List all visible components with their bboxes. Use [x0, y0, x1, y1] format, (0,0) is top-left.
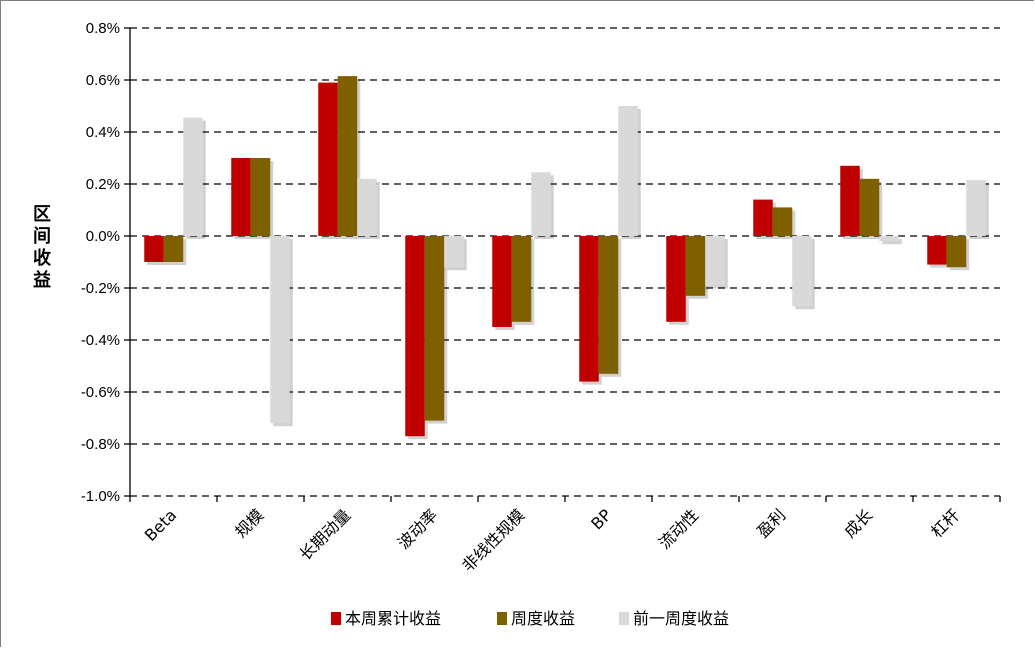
y-axis-ticks: 0.8% 0.6% 0.4% 0.2% 0.0% -0.2% -0.4% -0.6% -0.8%… [81, 20, 131, 505]
bar [337, 76, 358, 236]
bar [966, 180, 986, 236]
legend-label: 周度收益 [511, 609, 575, 628]
y-tick-label: 0.2% [86, 176, 120, 193]
bar [927, 236, 947, 265]
bar [705, 236, 725, 286]
category-label: 杠杆 [927, 505, 963, 541]
bar [685, 236, 706, 296]
category-label: 盈利 [753, 505, 789, 541]
bar [492, 236, 512, 327]
bar [618, 106, 638, 236]
y-tick-label: 0.6% [86, 72, 120, 89]
y-tick-label: 0.8% [86, 20, 120, 37]
bar [144, 236, 164, 262]
y-axis-label-char: 益 [33, 269, 51, 291]
y-axis-label-char: 区 [33, 204, 51, 225]
bar [579, 236, 599, 382]
bar [859, 178, 880, 236]
y-tick-label: 0.4% [86, 124, 120, 141]
y-axis-label: 区间收益 [33, 204, 51, 291]
category-label: 波动率 [394, 505, 441, 552]
gridlines [130, 27, 1000, 497]
bar [511, 236, 532, 322]
bar [772, 207, 793, 236]
legend-swatch [619, 612, 629, 625]
category-label: BP [587, 505, 615, 533]
bars [144, 76, 989, 440]
bar [531, 172, 551, 236]
bar [444, 236, 464, 268]
y-axis-label-char: 间 [33, 226, 51, 247]
category-label: 流动性 [655, 505, 702, 552]
bar [598, 236, 619, 374]
legend: 本周累计收益 周度收益 前一周度收益 [331, 609, 729, 628]
category-label: 非线性规模 [458, 505, 528, 575]
legend-swatch [331, 612, 341, 625]
bar [318, 82, 338, 236]
category-labels: Beta 规模 长期动量 波动率 非线性规模 BP 流动性 盈利 成长 杠杆 [141, 505, 964, 575]
bar-shadow [882, 239, 902, 245]
y-axis-label-char: 收 [33, 247, 51, 269]
legend-label: 本周累计收益 [345, 609, 441, 628]
y-tick-label: -0.6% [81, 384, 120, 401]
category-label: 规模 [231, 505, 267, 541]
category-label: Beta [141, 505, 181, 545]
y-tick-label: -0.8% [81, 436, 120, 453]
y-tick-label: -1.0% [81, 488, 120, 505]
bar [792, 236, 812, 307]
y-tick-label: -0.4% [81, 332, 120, 349]
x-axis [129, 496, 1001, 502]
bar [231, 158, 251, 236]
category-label: 长期动量 [296, 505, 355, 564]
legend-swatch [497, 612, 507, 625]
legend-label: 前一周度收益 [633, 609, 729, 628]
bar [163, 236, 184, 262]
bar [357, 178, 377, 236]
bar [270, 236, 290, 424]
y-tick-label: -0.2% [81, 280, 120, 297]
y-tick-label: 0.0% [86, 228, 120, 245]
bar [879, 236, 899, 242]
bar [666, 236, 686, 322]
bar [753, 199, 773, 236]
category-label: 成长 [840, 505, 876, 541]
bar [840, 165, 860, 236]
bar [946, 236, 967, 268]
bar [424, 236, 445, 421]
bar [405, 236, 425, 437]
bar [183, 117, 203, 236]
bar [250, 158, 271, 236]
